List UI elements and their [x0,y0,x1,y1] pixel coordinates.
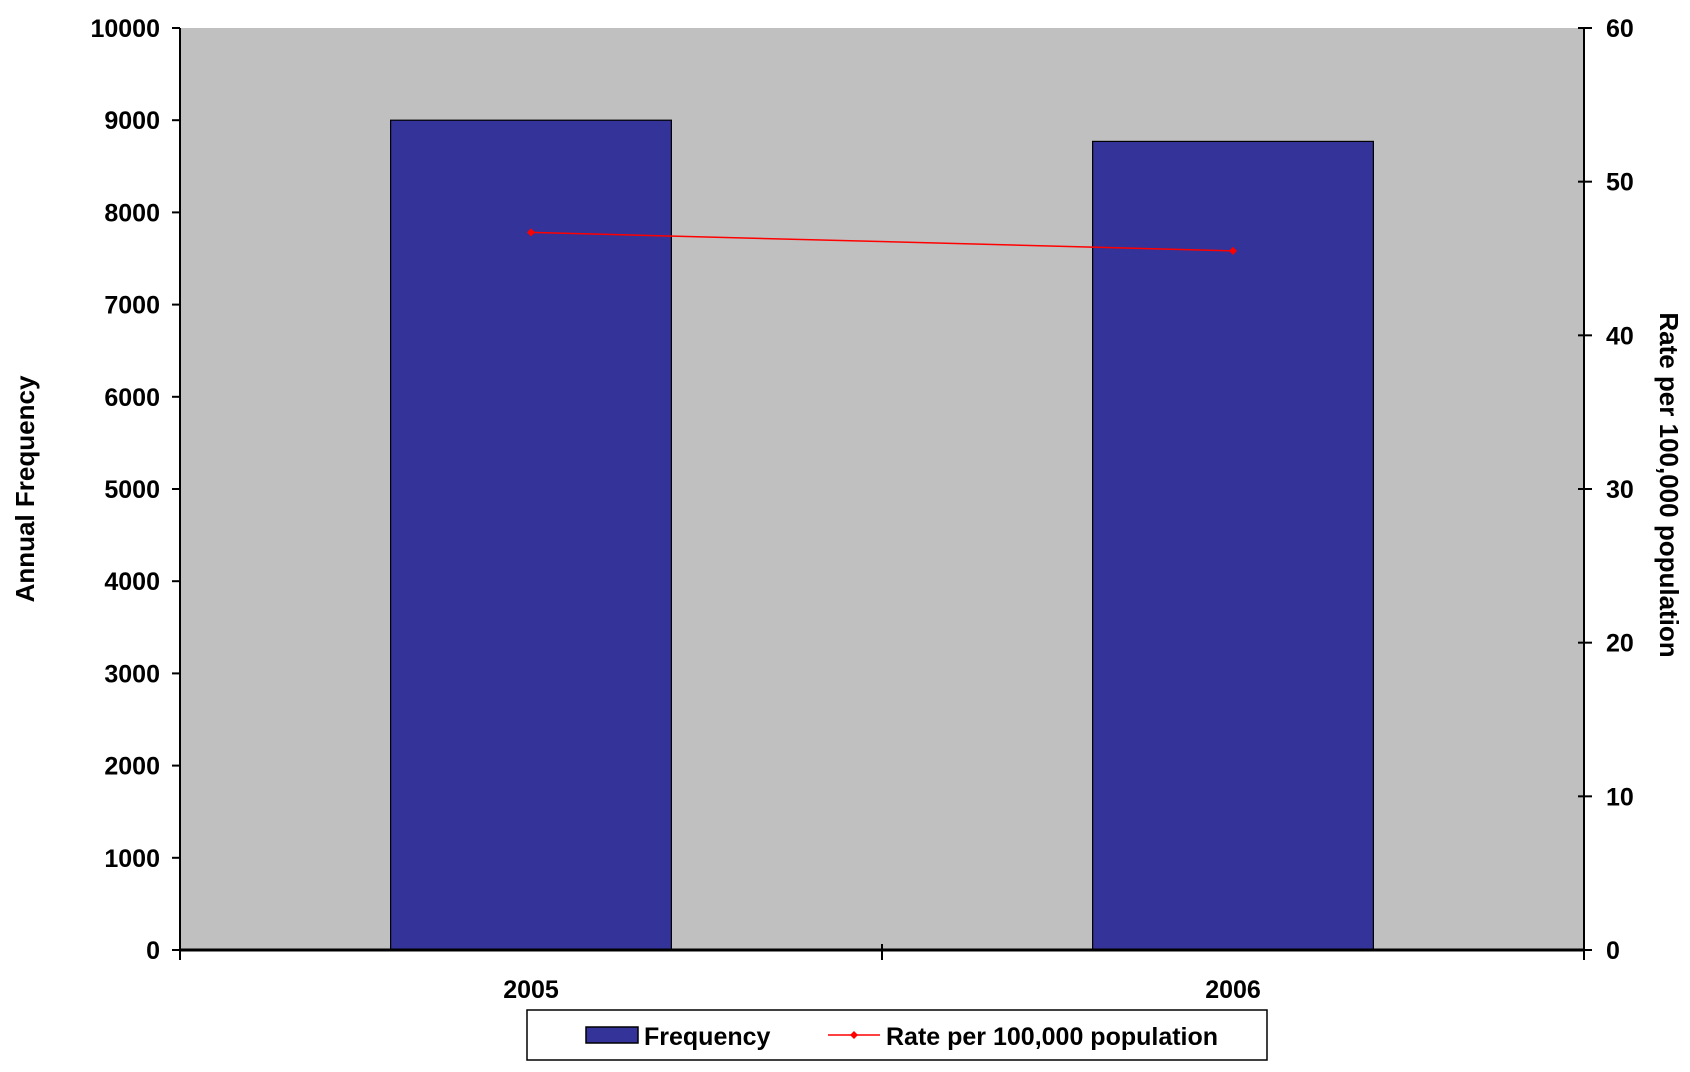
bar-2006 [1091,140,1374,951]
rate-marker-2006 [1229,246,1237,255]
rate-marker-2005 [527,228,535,237]
legend-label-rate: Rate per 100,000 population [886,1023,1218,1051]
y-tick-label: 9000 [104,107,160,135]
legend-swatch-rate-marker [850,1031,858,1039]
x-tick-label: 2006 [1205,976,1261,1004]
y2-tick-label: 40 [1606,322,1634,350]
line-layer [527,228,1237,255]
y2-axis-label: Rate per 100,000 population [1654,312,1684,657]
legend-swatch-frequency [585,1026,639,1044]
y-tick-label: 5000 [104,476,160,504]
x-tick-label: 2005 [503,976,559,1004]
bar-2005 [390,119,672,951]
y2-tick-label: 50 [1606,169,1634,197]
y-tick-label: 4000 [104,568,160,596]
y-tick-label: 3000 [104,660,160,688]
legend: Frequency Rate per 100,000 population [526,1009,1268,1061]
legend-box [526,1009,1268,1061]
y-tick-label: 10000 [90,15,160,43]
axes-layer: 0100020003000400050006000700080009000100… [90,15,1633,1004]
legend-label-frequency: Frequency [644,1023,771,1051]
y-tick-label: 2000 [104,753,160,781]
y-tick-label: 7000 [104,292,160,320]
y2-tick-label: 30 [1606,476,1634,504]
y2-tick-label: 0 [1606,937,1620,965]
y-tick-label: 0 [146,937,160,965]
y-axis-label: Annual Frequency [10,375,40,602]
y2-tick-label: 60 [1606,15,1634,43]
y2-tick-label: 10 [1606,783,1634,811]
y-tick-label: 8000 [104,199,160,227]
y-tick-label: 1000 [104,845,160,873]
y-tick-label: 6000 [104,384,160,412]
rate-line [530,231,1234,252]
y2-tick-label: 20 [1606,630,1634,658]
bars-layer [390,119,1374,951]
